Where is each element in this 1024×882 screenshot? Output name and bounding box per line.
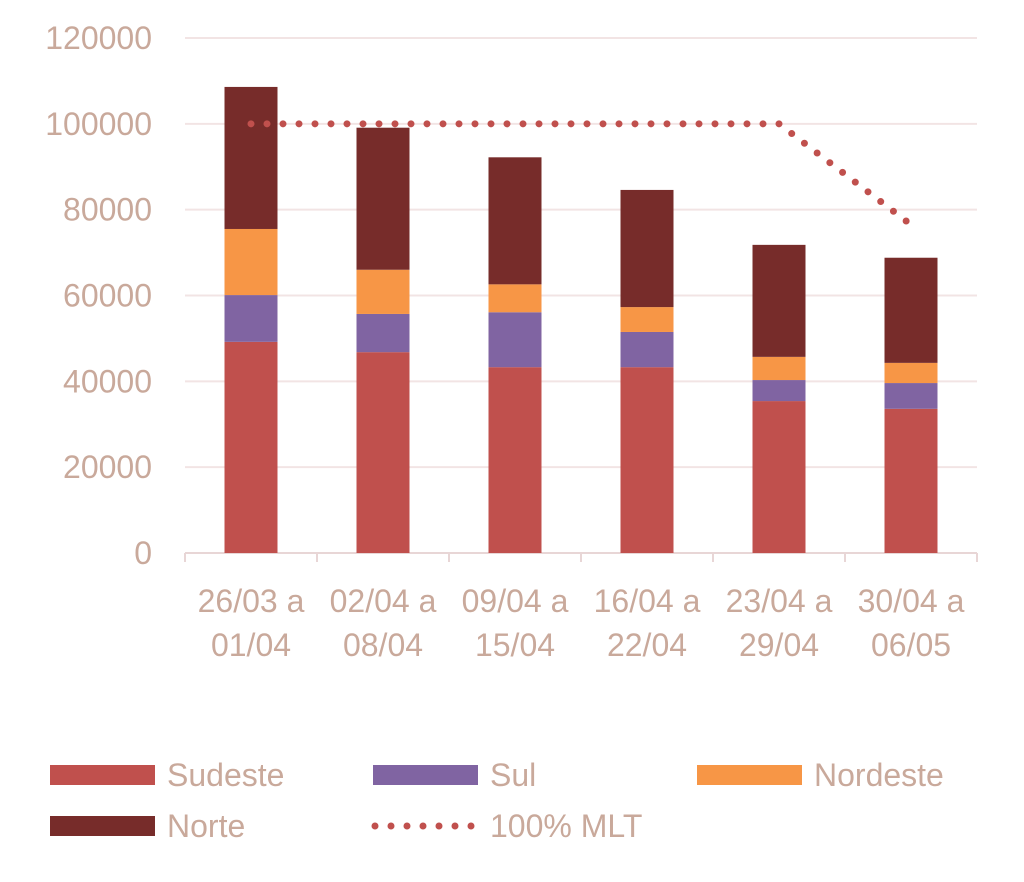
x-tick-label: 22/04	[607, 627, 687, 663]
legend-label: 100% MLT	[490, 808, 642, 844]
y-tick-label: 20000	[63, 449, 152, 485]
legend-label: Norte	[167, 808, 245, 844]
x-tick-label: 30/04 a	[858, 583, 965, 619]
y-tick-label: 60000	[63, 278, 152, 314]
bar-sul	[884, 383, 938, 409]
legend-swatch	[373, 765, 478, 785]
y-tick-label: 80000	[63, 192, 152, 228]
x-tick-label: 08/04	[343, 627, 423, 663]
legend-swatch	[50, 765, 155, 785]
x-tick-label: 26/03 a	[198, 583, 305, 619]
bar-nordeste	[356, 269, 410, 314]
bar-norte	[224, 86, 278, 229]
legend-label: Sul	[490, 757, 536, 793]
legend-label: Sudeste	[167, 757, 284, 793]
bar-sul	[620, 331, 674, 368]
bar-norte	[488, 157, 542, 285]
x-tick-label: 16/04 a	[594, 583, 701, 619]
bar-sul	[752, 380, 806, 402]
bar-norte	[884, 257, 938, 363]
bar-sudeste	[488, 367, 542, 553]
x-tick-label: 23/04 a	[726, 583, 833, 619]
legend-swatch	[697, 765, 802, 785]
bar-nordeste	[752, 356, 806, 381]
y-tick-label: 120000	[45, 20, 152, 56]
x-tick-label: 06/05	[871, 627, 951, 663]
bar-norte	[356, 127, 410, 270]
bar-norte	[752, 244, 806, 357]
x-tick-label: 02/04 a	[330, 583, 437, 619]
bar-sudeste	[752, 401, 806, 553]
bar-sudeste	[620, 367, 674, 553]
x-tick-label: 29/04	[739, 627, 819, 663]
x-tick-label: 09/04 a	[462, 583, 569, 619]
bar-nordeste	[488, 284, 542, 313]
y-tick-label: 40000	[63, 363, 152, 399]
bar-norte	[620, 189, 674, 308]
bar-sudeste	[884, 408, 938, 553]
y-tick-label: 0	[134, 535, 152, 571]
legend-swatch	[50, 816, 155, 836]
bar-nordeste	[884, 362, 938, 384]
x-tick-label: 01/04	[211, 627, 291, 663]
bar-sudeste	[224, 341, 278, 553]
bar-nordeste	[224, 228, 278, 296]
mlt-line	[247, 120, 915, 229]
bar-sul	[224, 295, 278, 342]
legend-label: Nordeste	[814, 757, 944, 793]
x-tick-label: 15/04	[475, 627, 555, 663]
bar-sudeste	[356, 352, 410, 553]
bar-sul	[356, 313, 410, 353]
y-tick-label: 100000	[45, 106, 152, 142]
bar-sul	[488, 312, 542, 368]
bar-nordeste	[620, 307, 674, 332]
